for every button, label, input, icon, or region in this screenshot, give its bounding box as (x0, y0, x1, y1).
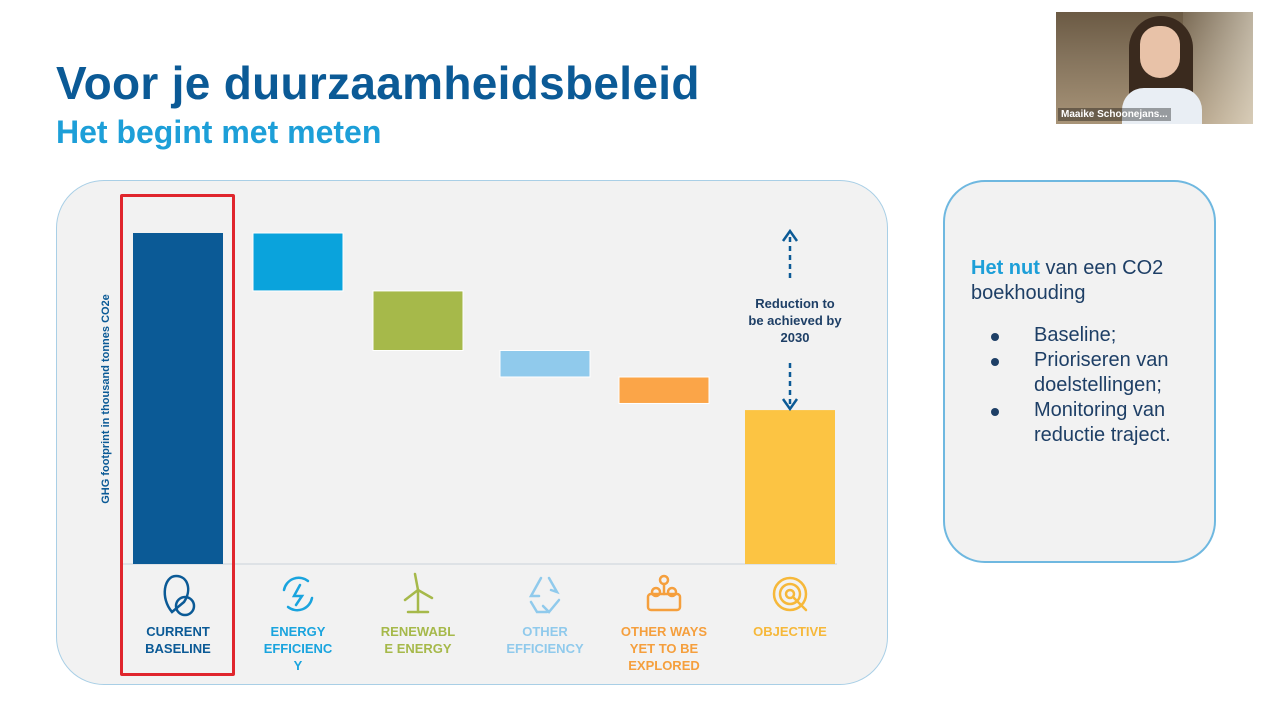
category-label-objective: OBJECTIVE (753, 624, 827, 639)
category-label-energy_efficiency: Y (294, 658, 303, 673)
info-panel: Het nut van een CO2 boekhouding Baseline… (943, 180, 1216, 563)
bar-objective (745, 410, 835, 564)
bar-other_efficiency (499, 350, 591, 378)
category-label-other_efficiency: OTHER (522, 624, 568, 639)
benefit-text: Monitoring van reductie traject. (1034, 399, 1171, 446)
participant-name: Maaike Schoonejans... (1058, 108, 1171, 121)
reduction-annotation-text: be achieved by (748, 313, 842, 328)
bar-current_baseline (133, 233, 223, 564)
benefit-text: Prioriseren van doelstellingen; (1034, 349, 1169, 396)
reduction-annotation-text: 2030 (781, 330, 810, 345)
info-heading: Het nut van een CO2 boekhouding (971, 256, 1201, 306)
bullet-icon (991, 358, 999, 366)
waterfall-chart: GHG footprint in thousand tonnes CO2e CUR… (100, 228, 842, 673)
slide-title: Voor je duurzaamheidsbeleid (56, 57, 700, 109)
category-label-renewable_energy: E ENERGY (384, 641, 452, 656)
category-label-other_efficiency: EFFICIENCY (506, 641, 584, 656)
bar-renewable_energy (372, 290, 464, 352)
bullet-icon (991, 408, 999, 416)
info-heading-strong: Het nut (971, 257, 1040, 279)
category-label-current_baseline: BASELINE (145, 641, 211, 656)
reduction-arrow-up-head (781, 228, 799, 242)
info-heading-rest: van een CO2 boekhouding (971, 257, 1164, 304)
waterfall-chart-panel: GHG footprint in thousand tonnes CO2e CUR… (56, 180, 888, 685)
category-label-renewable_energy: RENEWABL (381, 624, 455, 639)
target-icon (772, 576, 808, 612)
category-label-current_baseline: CURRENT (146, 624, 210, 639)
wind-turbine-icon (403, 572, 434, 614)
bar-other_ways (618, 376, 710, 404)
bullet-icon (991, 333, 999, 341)
baseline-highlight-frame (120, 194, 235, 676)
benefit-text: Baseline; (1034, 324, 1117, 346)
benefit-list: Baseline; Prioriseren van doelstellingen… (985, 323, 1205, 448)
category-label-energy_efficiency: EFFICIENC (264, 641, 333, 656)
webcam-thumbnail[interactable]: Maaike Schoonejans... (1056, 12, 1253, 124)
reduction-arrow-down-head (781, 398, 799, 412)
bar-energy_efficiency (252, 232, 344, 292)
recycle-icon (528, 576, 561, 614)
benefit-item-baseline: Baseline; (985, 323, 1205, 348)
category-label-other_ways: EXPLORED (628, 658, 700, 673)
energy-cycle-icon (282, 576, 314, 612)
location-co2-icon (163, 574, 196, 617)
benefit-item-monitoring: Monitoring van reductie traject. (985, 398, 1205, 448)
webcam-person-face (1140, 26, 1180, 78)
webcam-person-body (1122, 88, 1202, 124)
category-label-other_ways: OTHER WAYS (621, 624, 708, 639)
category-label-other_ways: YET TO BE (630, 641, 699, 656)
reduction-annotation-text: Reduction to (755, 296, 834, 311)
y-axis-label: GHG footprint in thousand tonnes CO2e (100, 294, 112, 504)
category-label-energy_efficiency: ENERGY (271, 624, 326, 639)
benefit-item-prioritize: Prioriseren van doelstellingen; (985, 348, 1205, 398)
people-icon (646, 574, 682, 612)
slide-subtitle: Het begint met meten (56, 114, 382, 150)
